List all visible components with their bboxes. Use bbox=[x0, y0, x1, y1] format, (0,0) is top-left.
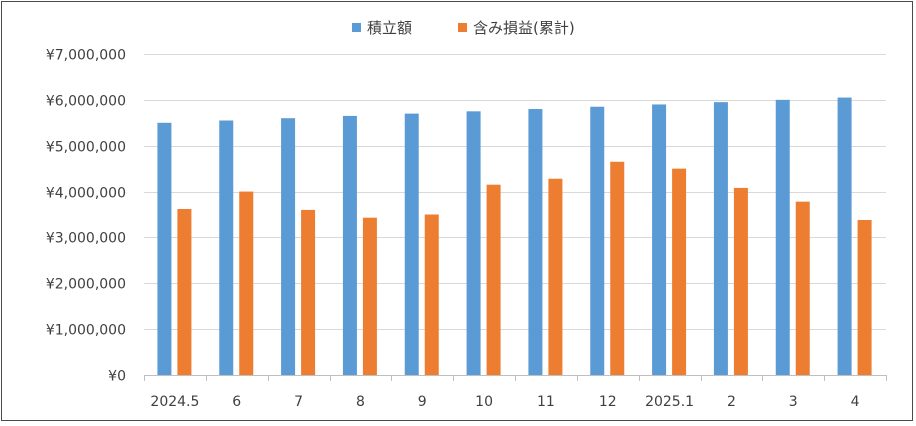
x-tick-label: 12 bbox=[599, 394, 617, 410]
x-tick-label: 2024.5 bbox=[150, 394, 199, 410]
bar-series-2 bbox=[548, 178, 563, 375]
bar-series-1 bbox=[652, 104, 667, 375]
bar-series-1 bbox=[466, 111, 481, 376]
legend-label: 積立額 bbox=[367, 19, 412, 37]
bar-series-1 bbox=[713, 102, 728, 376]
bar-series-2 bbox=[362, 217, 377, 375]
bar-series-1 bbox=[219, 120, 234, 375]
y-tick-label: ¥6,000,000 bbox=[46, 94, 126, 110]
bar-series-1 bbox=[528, 109, 543, 376]
y-tick-label: ¥2,000,000 bbox=[46, 277, 126, 293]
bar-series-1 bbox=[837, 97, 852, 376]
bar-series-1 bbox=[281, 118, 296, 375]
bar-series-1 bbox=[404, 113, 419, 375]
bar-series-2 bbox=[301, 209, 316, 375]
x-tick-label: 8 bbox=[356, 394, 365, 410]
x-tick-label: 10 bbox=[475, 394, 493, 410]
bar-series-2 bbox=[857, 220, 872, 375]
x-tick-label: 3 bbox=[789, 394, 798, 410]
bar-series-2 bbox=[424, 214, 439, 375]
bar-series-2 bbox=[177, 208, 192, 375]
y-tick-label: ¥0 bbox=[108, 369, 126, 385]
bar-series-2 bbox=[795, 201, 810, 375]
x-tick-label: 2025.1 bbox=[645, 394, 694, 410]
bar-series-2 bbox=[239, 191, 254, 375]
x-tick-label: 2 bbox=[727, 394, 736, 410]
bar-series-2 bbox=[672, 168, 687, 375]
y-tick-label: ¥1,000,000 bbox=[46, 323, 126, 339]
bar-series-2 bbox=[486, 184, 501, 375]
bar-series-1 bbox=[157, 122, 172, 376]
x-tick-label: 11 bbox=[537, 394, 555, 410]
y-tick-label: ¥4,000,000 bbox=[46, 186, 126, 202]
y-tick-label: ¥3,000,000 bbox=[46, 231, 126, 247]
bars bbox=[157, 97, 872, 376]
legend-label: 含み損益(累計) bbox=[473, 19, 575, 37]
legend-swatch bbox=[352, 23, 361, 32]
legend-swatch bbox=[458, 23, 467, 32]
x-tick-label: 7 bbox=[294, 394, 303, 410]
x-axis: 2024.5 6 7 8 9 10 11 12 2025.1 2 3 4 bbox=[144, 375, 887, 410]
y-tick-label: ¥5,000,000 bbox=[46, 140, 126, 156]
gridlines bbox=[144, 54, 886, 330]
legend: 積立額 含み損益(累計) bbox=[352, 19, 575, 37]
x-tick-label: 4 bbox=[851, 394, 860, 410]
x-tick-label: 9 bbox=[418, 394, 427, 410]
x-tick-label: 6 bbox=[232, 394, 241, 410]
bar-series-1 bbox=[342, 115, 357, 376]
bar-series-1 bbox=[775, 99, 790, 375]
bar-series-2 bbox=[733, 187, 748, 375]
bar-series-2 bbox=[610, 161, 625, 375]
bar-series-1 bbox=[590, 106, 605, 375]
y-axis: ¥0 ¥1,000,000 ¥2,000,000 ¥3,000,000 ¥4,000,0… bbox=[46, 48, 126, 385]
y-tick-label: ¥7,000,000 bbox=[46, 48, 126, 64]
